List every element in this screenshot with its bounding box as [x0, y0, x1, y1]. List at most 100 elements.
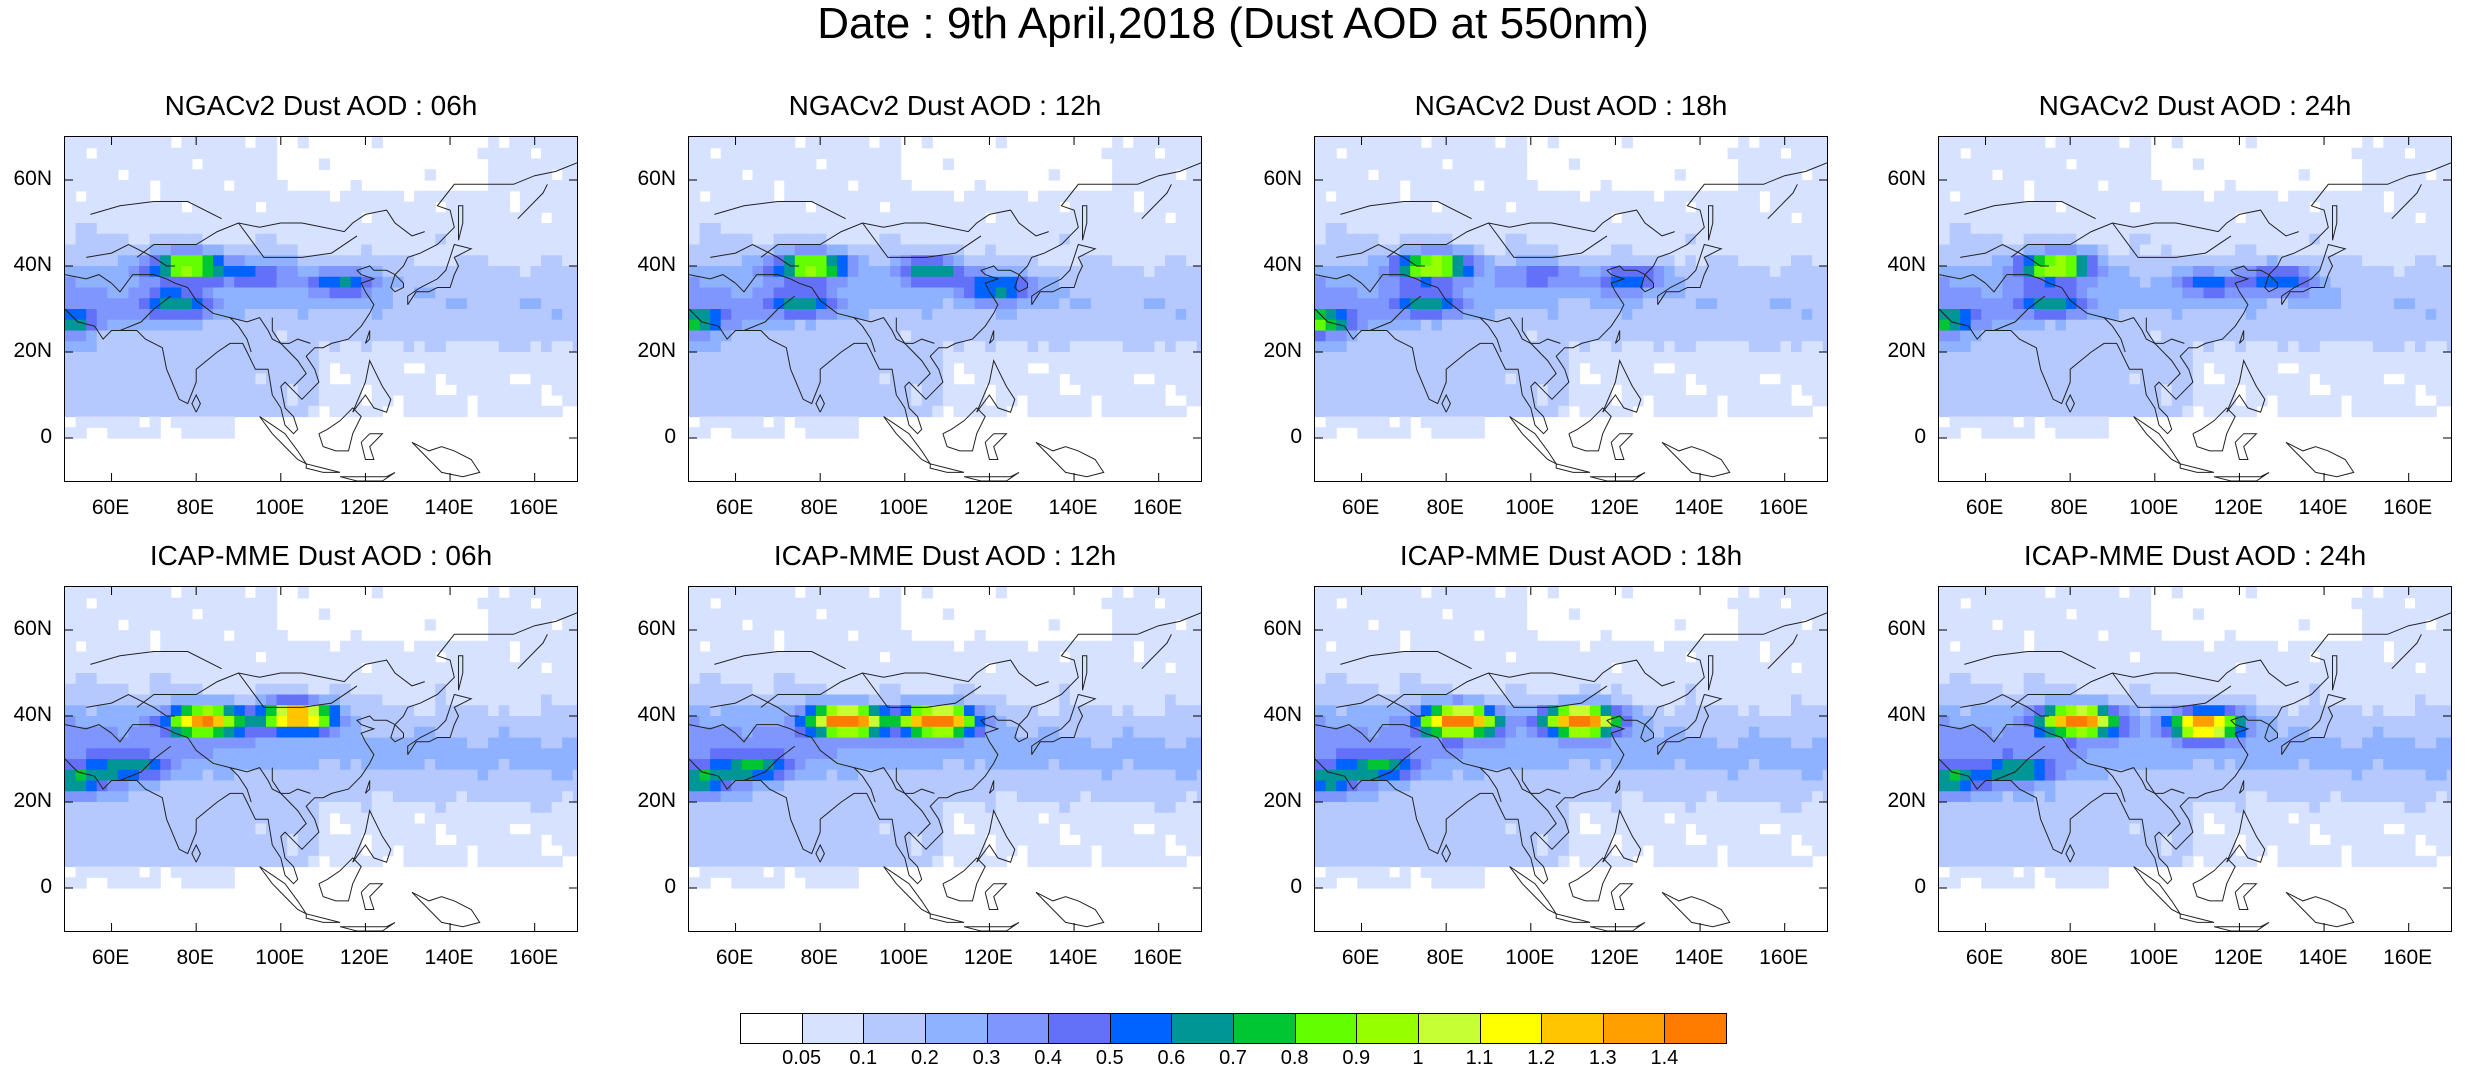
aod-cell: [287, 276, 299, 289]
aod-cell: [2108, 201, 2120, 213]
aod-cell: [2076, 330, 2088, 342]
aod-cell: [1463, 362, 1475, 375]
aod-cell: [889, 212, 902, 224]
aod-cell: [1590, 201, 1602, 213]
aod-cell: [1441, 287, 1454, 299]
aod-cell: [911, 212, 923, 224]
aod-cell: [2023, 405, 2035, 418]
aod-cell: [435, 266, 447, 278]
aod-cell: [1473, 298, 1485, 310]
aod-cell: [1812, 266, 1824, 278]
aod-cell: [2351, 201, 2363, 213]
aod-cell: [96, 341, 108, 353]
aod-cell: [456, 384, 468, 396]
aod-cell: [498, 395, 510, 407]
aod-cell: [2055, 362, 2067, 375]
aod-cell: [350, 223, 362, 235]
aod-cell: [2013, 180, 2025, 192]
aod-cell: [86, 416, 98, 428]
aod-cell: [2044, 384, 2056, 396]
aod-cell: [921, 341, 933, 353]
aod-cell: [837, 395, 849, 407]
aod-cell: [1463, 384, 1475, 396]
aod-cell: [1122, 276, 1134, 289]
aod-cell: [1505, 405, 1517, 418]
aod-cell: [297, 309, 309, 321]
aod-cell: [2436, 341, 2448, 353]
aod-cell: [1706, 330, 1718, 342]
aod-cell: [921, 255, 933, 267]
aod-cell: [1357, 427, 1369, 439]
aod-cell: [2108, 180, 2120, 192]
aod-cell: [572, 223, 577, 235]
aod-cell: [2214, 352, 2226, 364]
aod-cell: [2330, 233, 2342, 246]
aod-cell: [868, 223, 881, 235]
aod-cell: [1452, 137, 1464, 149]
aod-cell: [530, 137, 542, 149]
aod-cell: [1600, 212, 1612, 224]
aod-cell: [255, 341, 267, 353]
aod-cell: [1822, 201, 1827, 213]
aod-cell: [2118, 384, 2131, 396]
aod-cell: [1716, 362, 1729, 375]
aod-cell: [1822, 287, 1827, 299]
aod-cell: [1420, 330, 1432, 342]
aod-cell: [2383, 223, 2395, 235]
aod-cell: [689, 223, 701, 235]
aod-cell: [1642, 341, 1655, 353]
aod-cell: [1473, 276, 1485, 289]
aod-cell: [2055, 169, 2067, 181]
aod-cell: [2288, 341, 2300, 353]
aod-cell: [773, 319, 785, 332]
aod-cell: [2013, 212, 2025, 224]
aod-cell: [773, 395, 785, 407]
aod-cell: [2277, 244, 2289, 256]
aod-cell: [1780, 158, 1792, 170]
aod-cell: [371, 395, 383, 407]
aod-cell: [2182, 373, 2194, 385]
aod-cell: [1970, 362, 1982, 375]
coastline-path: [2010, 209, 2299, 258]
aod-cell: [403, 309, 415, 321]
aod-cell: [911, 405, 923, 418]
aod-cell: [2446, 137, 2451, 149]
aod-cell: [731, 190, 743, 203]
aod-cell: [498, 309, 510, 321]
aod-cell: [995, 309, 1007, 321]
aod-cell: [2118, 341, 2131, 353]
aod-cell: [1600, 395, 1612, 407]
aod-cell: [191, 405, 204, 418]
aod-cell: [889, 373, 902, 385]
aod-cell: [213, 212, 225, 224]
aod-cell: [953, 330, 965, 342]
aod-cell: [1325, 169, 1337, 181]
aod-cell: [244, 255, 257, 267]
aod-cell: [1991, 298, 2004, 310]
aod-cell: [1069, 405, 1082, 418]
aod-cell: [1165, 309, 1177, 321]
aod-cell: [1568, 373, 1581, 385]
aod-cell: [2362, 384, 2374, 396]
aod-cell: [2097, 395, 2109, 407]
aod-cell: [1526, 223, 1538, 235]
aod-cell: [1590, 255, 1602, 267]
aod-cell: [2055, 233, 2067, 246]
aod-cell: [1600, 341, 1612, 353]
aod-cell: [255, 180, 267, 192]
aod-cell: [1801, 233, 1813, 246]
aod-cell: [562, 319, 574, 332]
aod-cell: [879, 276, 891, 289]
aod-cell: [2118, 223, 2131, 235]
aod-cell: [1600, 362, 1612, 375]
aod-cell: [255, 169, 267, 181]
aod-cell: [879, 233, 891, 246]
aod-cell: [202, 395, 214, 407]
aod-cell: [964, 190, 976, 203]
aod-cell: [2129, 190, 2141, 203]
aod-cell: [900, 180, 912, 192]
aod-cell: [213, 341, 225, 353]
aod-cell: [1367, 266, 1380, 278]
aod-cell: [1315, 169, 1327, 181]
aod-cell: [519, 190, 532, 203]
